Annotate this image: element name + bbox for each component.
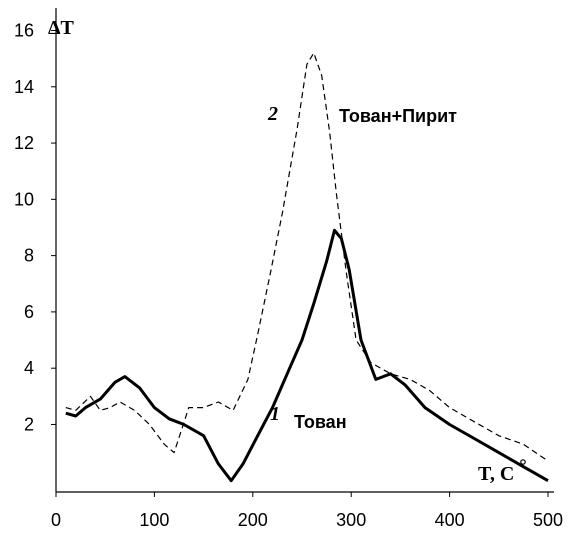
y-axis-title: ΔT bbox=[48, 17, 75, 39]
series-line-2 bbox=[65, 52, 549, 462]
x-axis-title: T, C bbox=[478, 463, 514, 485]
x-tick-label: 300 bbox=[336, 510, 366, 530]
x-tick-label: 200 bbox=[238, 510, 268, 530]
y-tick-label: 4 bbox=[24, 358, 34, 378]
y-tick-label: 16 bbox=[14, 21, 34, 41]
x-tick-label: 100 bbox=[139, 510, 169, 530]
series-group bbox=[65, 52, 549, 483]
y-tick-label: 14 bbox=[14, 77, 34, 97]
x-tick-label: 400 bbox=[435, 510, 465, 530]
series-2-label: Тован+Пирит bbox=[339, 106, 457, 126]
x-tick-label: 500 bbox=[533, 510, 563, 530]
degree-mark bbox=[520, 459, 526, 465]
series-line-1 bbox=[65, 228, 549, 483]
series-1-label: Тован bbox=[294, 412, 347, 432]
x-tick-label: 0 bbox=[51, 510, 61, 530]
y-tick-label: 8 bbox=[24, 246, 34, 266]
y-tick-label: 12 bbox=[14, 133, 34, 153]
y-tick-label: 10 bbox=[14, 189, 34, 209]
series-1-number: 1 bbox=[270, 403, 280, 425]
axes bbox=[55, 8, 554, 493]
series-2-number: 2 bbox=[267, 103, 278, 125]
y-tick-label: 6 bbox=[24, 302, 34, 322]
y-tick-label: 2 bbox=[24, 414, 34, 434]
